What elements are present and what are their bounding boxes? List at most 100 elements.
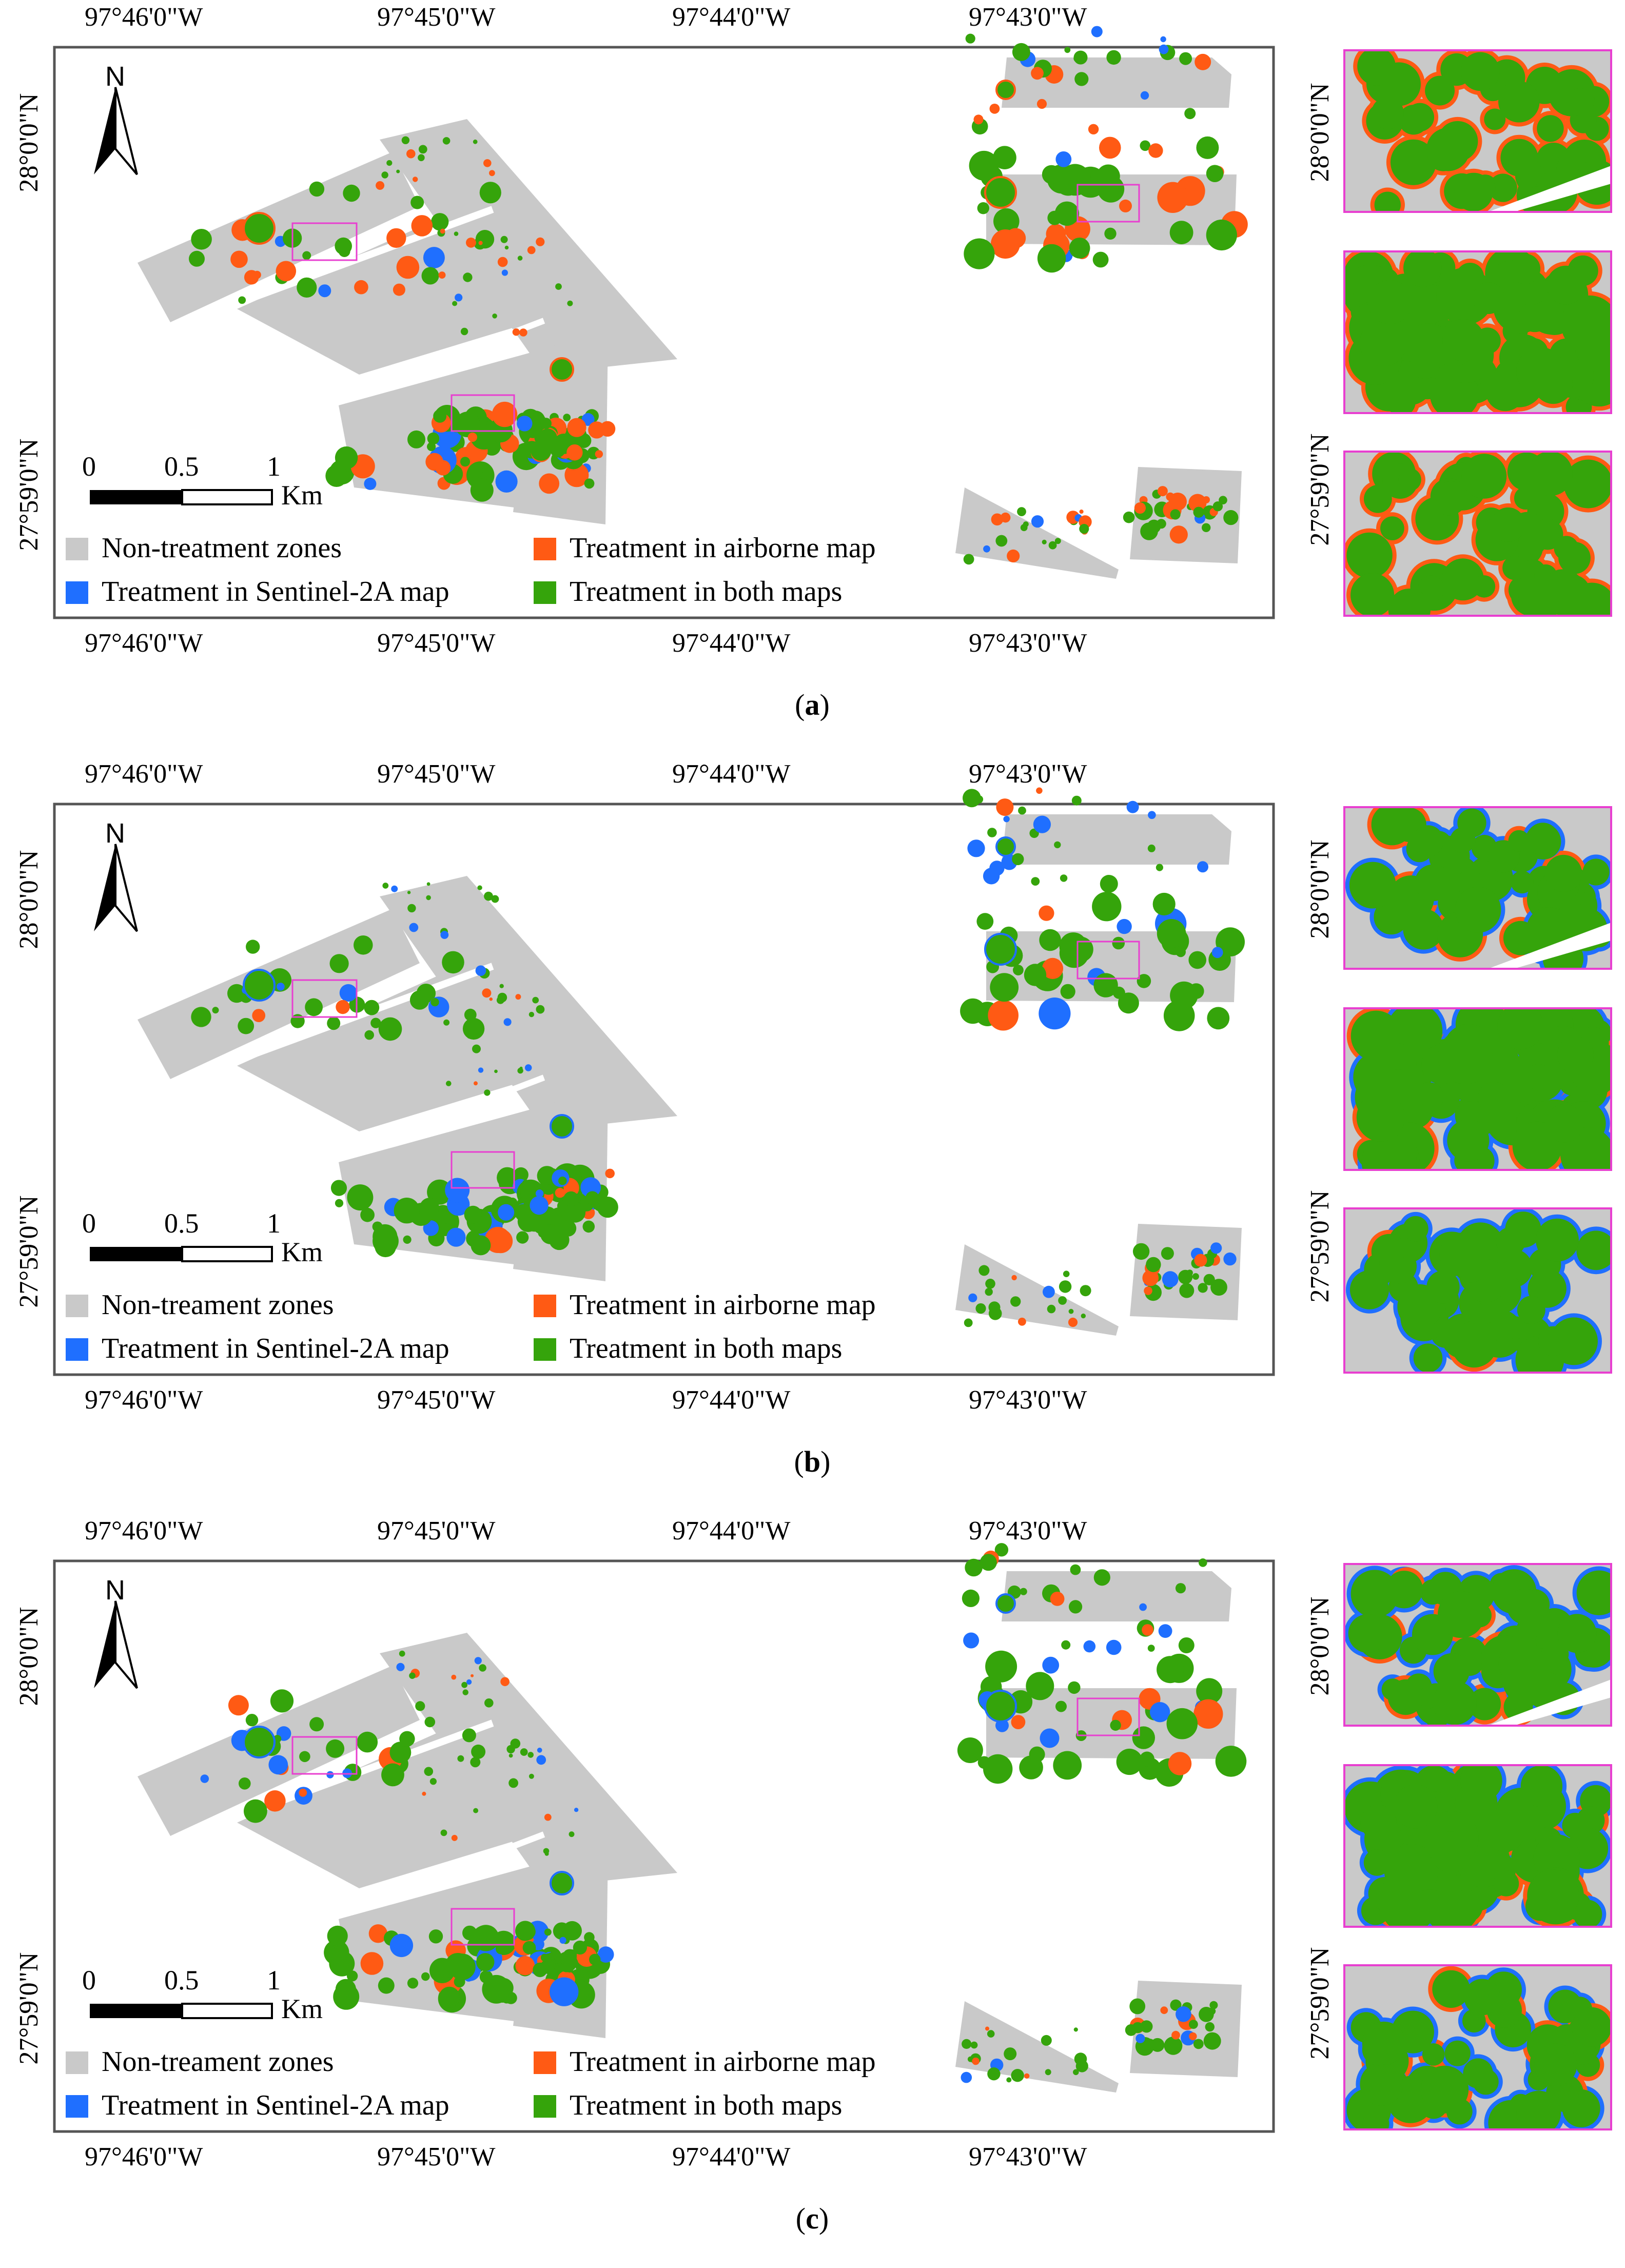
treatment-patch (386, 228, 406, 248)
treatment-patch (382, 883, 389, 889)
treatment-patch (1132, 1726, 1155, 1749)
zoom-insets (1343, 1563, 1612, 2130)
treatment-patch (330, 1180, 347, 1196)
legend-swatch (66, 1295, 88, 1317)
treatment-patch (212, 1007, 219, 1014)
treatment-patch (967, 839, 985, 857)
treatment-patch (409, 1672, 416, 1679)
panel-caption: (b) (794, 1445, 831, 1478)
treatment-patch (1137, 974, 1151, 988)
treatment-patch (1212, 501, 1223, 512)
scale-bar (90, 2003, 273, 2019)
lon-label-bottom: 97°43'0"W (969, 629, 1087, 658)
treatment-patch (478, 1067, 484, 1073)
treatment-patch (1150, 1702, 1170, 1723)
treatment-patch (515, 994, 521, 1000)
scale-tick-1: 1 (267, 451, 281, 482)
lon-label-top: 97°46'0"W (85, 759, 203, 789)
treatment-patch (995, 535, 1008, 547)
legend-swatch (534, 581, 556, 604)
treatment-patch (544, 1928, 552, 1936)
treatment-patch (1092, 251, 1109, 268)
treatment-patch (1031, 877, 1040, 886)
treatment-patch (1171, 2030, 1180, 2040)
treatment-patch (396, 169, 400, 173)
treatment-patch (512, 328, 520, 336)
treatment-patch (500, 1677, 510, 1687)
treatment-patch (1223, 1252, 1237, 1266)
legend-both: Treatment in both maps (534, 2091, 842, 2120)
lon-label-bottom: 97°45'0"W (377, 1385, 496, 1415)
treatment-patch (553, 1922, 571, 1940)
treatment-patch (1100, 875, 1118, 893)
treatment-patch (1156, 519, 1166, 529)
legend-swatch (534, 538, 556, 560)
treatment-patch (230, 250, 248, 268)
treatment-patch (471, 1235, 491, 1256)
treatment-patch (1013, 965, 1024, 975)
treatment-patch (467, 433, 477, 442)
treatment-patch (364, 1030, 374, 1040)
treatment-patch (461, 1682, 467, 1688)
treatment-patch (1186, 1269, 1193, 1276)
treatment-patch (1012, 43, 1030, 61)
treatment-patch (499, 984, 504, 988)
zoom-box-1 (291, 979, 358, 1018)
treatment-patch (347, 1184, 374, 1211)
treatment-patch (990, 973, 1019, 1002)
treatment-patch (418, 154, 425, 162)
lon-label-top: 97°44'0"W (672, 1516, 791, 1546)
legend-non-treatment: Non-treament zones (66, 1291, 334, 1319)
treatment-patch (1170, 509, 1181, 520)
treatment-patch (1117, 918, 1132, 934)
treatment-patch (993, 146, 1016, 170)
zoom-box-1 (291, 222, 358, 261)
treatment-patch (567, 300, 573, 306)
treatment-patch (540, 1953, 549, 1962)
treatment-patch (360, 1207, 375, 1222)
treatment-patch (965, 1558, 983, 1577)
map-panel: 97°46'0"W 97°45'0"W 97°44'0"W 97°43'0"W … (0, 0, 1625, 754)
treatment-patch (1003, 816, 1010, 823)
treatment-patch (539, 473, 560, 494)
treatment-patch (339, 984, 357, 1002)
treatment-patch (357, 1731, 378, 1753)
legend-airborne: Treatment in airborne map (534, 1291, 876, 1319)
treatment-patch (1125, 2024, 1137, 2036)
treatment-patch (1207, 1007, 1230, 1030)
legend-sentinel: Treatment in Sentinel-2A map (66, 577, 449, 606)
treatment-patch (584, 478, 595, 489)
treatment-patch (1215, 1746, 1247, 1777)
treatment-patch (1018, 1317, 1026, 1326)
treatment-patch (394, 1198, 420, 1224)
treatment-patch (1083, 1640, 1096, 1653)
lon-label-top: 97°46'0"W (85, 3, 203, 32)
treatment-patch (1206, 219, 1237, 251)
treatment-patch (406, 149, 416, 159)
treatment-patch (429, 1778, 437, 1785)
treatment-patch (446, 1081, 452, 1086)
treatment-patch (364, 1000, 380, 1015)
treatment-patch (497, 257, 508, 267)
treatment-patch (1064, 47, 1071, 53)
treatment-patch (409, 990, 429, 1010)
treatment-patch (381, 171, 388, 179)
treatment-patch (1134, 502, 1146, 514)
treatment-patch (1188, 983, 1204, 999)
treatment-patch (514, 1204, 532, 1221)
treatment-patch (1169, 221, 1193, 244)
treatment-patch (1092, 892, 1122, 922)
treatment-patch (1080, 1285, 1091, 1297)
treatment-patch (264, 1790, 286, 1812)
lon-label-bottom: 97°43'0"W (969, 2142, 1087, 2172)
treatment-patch (1011, 1715, 1026, 1729)
treatment-patch (1070, 1564, 1081, 1575)
treatment-patch (518, 1925, 533, 1941)
treatment-patch (470, 1757, 481, 1768)
treatment-patch (1010, 1296, 1021, 1307)
treatment-patch (442, 951, 464, 974)
treatment-patch (1152, 892, 1176, 916)
treatment-patch (427, 432, 440, 445)
treatment-patch (1060, 874, 1068, 882)
treatment-patch (1193, 1699, 1223, 1729)
